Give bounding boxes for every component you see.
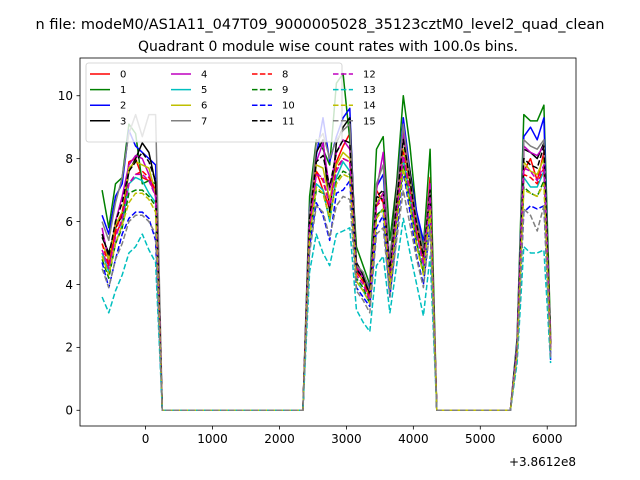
chart-title: Quadrant 0 module wise count rates with …: [138, 39, 518, 55]
legend-label-9: 9: [282, 85, 288, 96]
legend-label-3: 3: [120, 116, 126, 127]
legend-label-4: 4: [201, 70, 207, 81]
y-tick-label: 4: [65, 278, 73, 292]
series-line-15: [101, 189, 552, 412]
series-line-8: [101, 151, 552, 412]
legend-label-2: 2: [120, 101, 126, 112]
x-tick-label: 4000: [398, 432, 429, 446]
x-tick-label: 0: [142, 432, 150, 446]
y-tick-label: 2: [65, 341, 73, 355]
y-tick-label: 0: [65, 404, 73, 418]
legend-label-8: 8: [282, 70, 288, 81]
legend-label-0: 0: [120, 70, 126, 81]
x-tick-label: 1000: [197, 432, 228, 446]
series-line-5: [101, 157, 552, 412]
series-line-13: [101, 217, 552, 412]
legend-label-12: 12: [363, 70, 376, 81]
series-line-14: [101, 167, 552, 412]
y-tick-label: 6: [65, 215, 73, 229]
legend-box: [85, 62, 343, 143]
y-tick-label: 10: [58, 89, 73, 103]
legend-label-1: 1: [120, 85, 126, 96]
x-tick-label: 5000: [465, 432, 496, 446]
y-tick-label: 8: [65, 152, 73, 166]
legend-label-6: 6: [201, 101, 207, 112]
series-line-12: [101, 154, 552, 412]
axes-frame: [79, 57, 577, 427]
x-tick-label: 3000: [331, 432, 362, 446]
x-tick-label: 2000: [264, 432, 295, 446]
x-offset-text: +3.8612e8: [509, 455, 576, 469]
legend-label-15: 15: [363, 116, 376, 127]
x-tick-label: 6000: [532, 432, 563, 446]
series-line-6: [101, 148, 552, 412]
plot-area: 0 1000 2000 3000 4000 5000 6000024681001234567…: [58, 57, 577, 446]
legend-label-7: 7: [201, 116, 207, 127]
legend-label-5: 5: [201, 85, 207, 96]
figure-suptitle: n file: modeM0/AS1A11_047T09_9000005028_…: [36, 17, 605, 33]
legend-label-10: 10: [282, 101, 295, 112]
legend-label-14: 14: [363, 101, 376, 112]
legend-label-13: 13: [363, 85, 376, 96]
legend-label-11: 11: [282, 116, 295, 127]
